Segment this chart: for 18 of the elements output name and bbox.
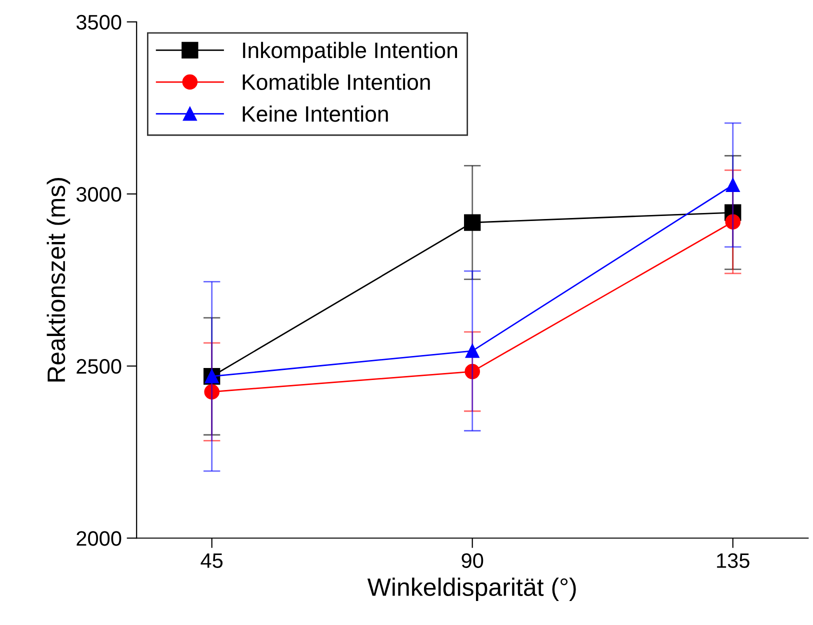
point xyxy=(464,214,481,231)
legend-label: Komatible Intention xyxy=(242,74,430,90)
legend-label: Inkompatible Intention xyxy=(243,42,458,63)
point xyxy=(465,344,480,358)
y-tick-label: 2000 xyxy=(76,531,122,546)
y-tick-label: 3000 xyxy=(76,186,122,202)
legend-label: Keine Intention xyxy=(242,106,388,122)
x-axis-title: Winkeldisparität (°) xyxy=(367,578,576,601)
x-tick-label: 90 xyxy=(462,553,484,568)
point xyxy=(725,214,741,230)
x-tick-label: 45 xyxy=(200,553,223,568)
point xyxy=(726,178,740,192)
point xyxy=(464,364,480,380)
y-axis-title: Reaktionszeit (ms) xyxy=(46,178,70,382)
x-tick-label: 135 xyxy=(717,553,750,568)
y-tick-label: 3500 xyxy=(76,14,122,30)
y-tick-label: 2500 xyxy=(76,359,122,374)
point xyxy=(204,384,220,400)
